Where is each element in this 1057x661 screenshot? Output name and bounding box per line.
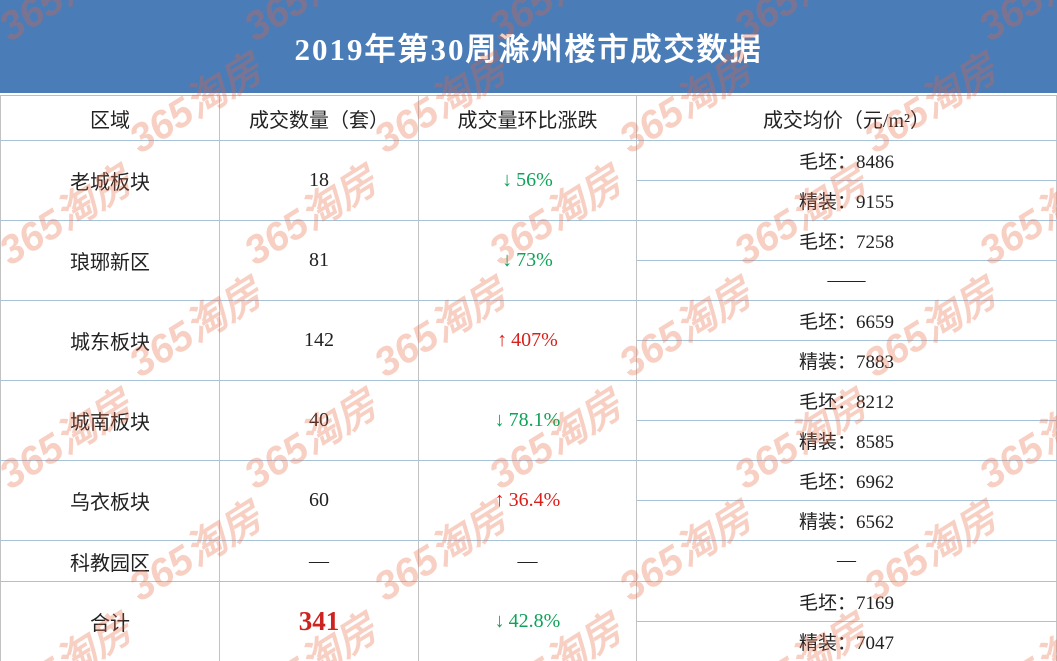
change-value: 78.1% [508,409,561,431]
table-row: 城南板块 40 ↓ 78.1% 毛坯：8212 [0,380,1057,461]
table-row: 老城板块 18 ↓ 56% 毛坯：8486 [0,140,1057,221]
price-cell: 精装：7883 [636,340,1057,381]
price-cell: 毛坯：8486 [636,140,1057,181]
price-cell: 精装：6562 [636,500,1057,541]
price-cell: — [636,540,1057,582]
count-cell: 40 [219,380,419,461]
table-row: 乌衣板块 60 ↑ 36.4% 毛坯：6962 [0,460,1057,541]
region-cell: 乌衣板块 [0,460,220,541]
region-cell: 科教园区 [0,540,220,582]
change-cell: ↓ 73% [418,220,637,301]
region-cell: 老城板块 [0,140,220,221]
region-cell: 城东板块 [0,300,220,381]
count-cell: 341 [219,581,419,661]
change-value: 73% [516,249,553,271]
header-row: 区域 成交数量（套） 成交量环比涨跌 成交均价（元/m²） [0,95,1057,141]
trend-arrow-icon: ↓ [502,249,513,271]
change-value: 56% [516,169,553,191]
table-row: 合计 341 ↓ 42.8% 毛坯：7169 [0,581,1057,661]
table-row: 琅琊新区 81 ↓ 73% 毛坯：7258 [0,220,1057,301]
table-row: 科教园区 — — — [0,540,1057,582]
price-cell: 毛坯：6659 [636,300,1057,341]
count-cell: 81 [219,220,419,301]
table-subrow: —— [1,260,1057,301]
table-subrow: 精装：7047 [1,621,1057,661]
change-value: 407% [511,329,558,351]
count-cell: 60 [219,460,419,541]
table-row: 城东板块 142 ↑ 407% 毛坯：6659 [0,300,1057,381]
region-cell: 琅琊新区 [0,220,220,301]
price-cell: 毛坯：7169 [636,581,1057,622]
region-cell: 城南板块 [0,380,220,461]
trend-arrow-icon: ↑ [494,489,505,511]
col-header-region: 区域 [0,95,220,141]
trend-arrow-icon: ↑ [497,329,508,351]
change-value: 42.8% [508,610,561,632]
change-cell: ↓ 78.1% [418,380,637,461]
price-cell: 毛坯：7258 [636,220,1057,261]
transactions-table: 区域 成交数量（套） 成交量环比涨跌 成交均价（元/m²） 老城板块 18 ↓ 56%… [0,95,1057,661]
change-cell: ↑ 407% [418,300,637,381]
change-cell: ↓ 56% [418,140,637,221]
change-value: 36.4% [508,489,561,511]
count-cell: 142 [219,300,419,381]
trend-arrow-icon: ↓ [502,169,513,191]
trend-arrow-icon: ↓ [494,409,505,431]
region-cell: 合计 [0,581,220,661]
change-cell: ↑ 36.4% [418,460,637,541]
price-cell: —— [636,260,1057,301]
change-cell: ↓ 42.8% [418,581,637,661]
trend-arrow-icon: ↓ [494,610,505,632]
table-subrow: 精装：9155 [1,180,1057,221]
price-cell: 精装：9155 [636,180,1057,221]
count-cell: — [219,540,419,582]
change-value: — [517,549,538,572]
page-title: 2019年第30周滁州楼市成交数据 [0,0,1057,93]
change-cell: — [418,540,637,582]
col-header-change: 成交量环比涨跌 [418,95,637,141]
col-header-price: 成交均价（元/m²） [636,95,1057,141]
count-cell: 18 [219,140,419,221]
price-cell: 毛坯：8212 [636,380,1057,421]
col-header-count: 成交数量（套） [219,95,419,141]
price-cell: 精装：8585 [636,420,1057,461]
price-cell: 毛坯：6962 [636,460,1057,501]
price-cell: 精装：7047 [636,621,1057,661]
